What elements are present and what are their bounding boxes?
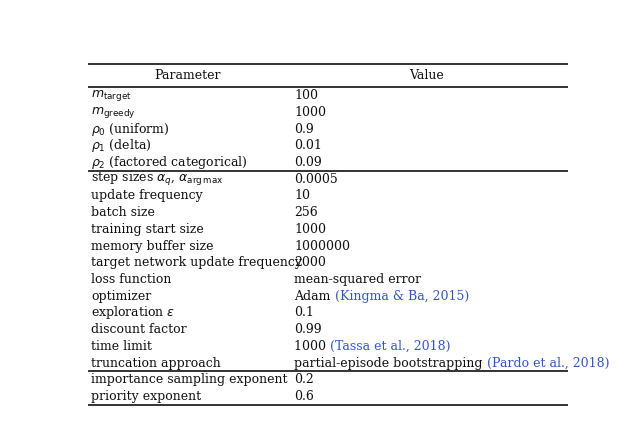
Text: priority exponent: priority exponent — [92, 390, 202, 403]
Text: 0.99: 0.99 — [294, 323, 322, 336]
Text: time limit: time limit — [92, 340, 152, 353]
Text: truncation approach: truncation approach — [92, 357, 221, 369]
Text: mean-squared error: mean-squared error — [294, 273, 421, 286]
Text: $\rho_2$ (factored categorical): $\rho_2$ (factored categorical) — [92, 154, 248, 171]
Text: 100: 100 — [294, 89, 318, 102]
Text: $\rho_0$ (uniform): $\rho_0$ (uniform) — [92, 120, 170, 138]
Text: partial-episode bootstrapping: partial-episode bootstrapping — [294, 357, 487, 369]
Text: 0.09: 0.09 — [294, 156, 322, 169]
Text: memory buffer size: memory buffer size — [92, 240, 214, 253]
Text: step sizes $\alpha_q$, $\alpha_{\mathrm{arg\,max}}$: step sizes $\alpha_q$, $\alpha_{\mathrm{… — [92, 170, 224, 188]
Text: $\rho_1$ (delta): $\rho_1$ (delta) — [92, 137, 152, 154]
Text: 0.6: 0.6 — [294, 390, 314, 403]
Text: 0.9: 0.9 — [294, 123, 314, 136]
Text: Parameter: Parameter — [154, 69, 221, 82]
Text: $m_{\mathrm{target}}$: $m_{\mathrm{target}}$ — [92, 88, 132, 103]
Text: 1000000: 1000000 — [294, 240, 350, 253]
Text: 1000: 1000 — [294, 340, 330, 353]
Text: update frequency: update frequency — [92, 190, 203, 202]
Text: Value: Value — [409, 69, 444, 82]
Text: Adam: Adam — [294, 290, 335, 303]
Text: 0.1: 0.1 — [294, 307, 314, 319]
Text: $m_{\mathrm{greedy}}$: $m_{\mathrm{greedy}}$ — [92, 105, 136, 120]
Text: discount factor: discount factor — [92, 323, 187, 336]
Text: batch size: batch size — [92, 206, 156, 219]
Text: 0.01: 0.01 — [294, 139, 322, 152]
Text: exploration $\varepsilon$: exploration $\varepsilon$ — [92, 304, 176, 322]
Text: 10: 10 — [294, 190, 310, 202]
Text: target network update frequency: target network update frequency — [92, 256, 303, 269]
Text: 256: 256 — [294, 206, 318, 219]
Text: training start size: training start size — [92, 223, 204, 236]
Text: 0.2: 0.2 — [294, 373, 314, 386]
Text: importance sampling exponent: importance sampling exponent — [92, 373, 288, 386]
Text: (Kingma & Ba, 2015): (Kingma & Ba, 2015) — [335, 290, 469, 303]
Text: 1000: 1000 — [294, 223, 326, 236]
Text: 1000: 1000 — [294, 106, 326, 119]
Text: (Tassa et al., 2018): (Tassa et al., 2018) — [330, 340, 451, 353]
Text: 2000: 2000 — [294, 256, 326, 269]
Text: (Pardo et al., 2018): (Pardo et al., 2018) — [487, 357, 609, 369]
Text: optimizer: optimizer — [92, 290, 152, 303]
Text: 0.0005: 0.0005 — [294, 173, 338, 186]
Text: loss function: loss function — [92, 273, 172, 286]
